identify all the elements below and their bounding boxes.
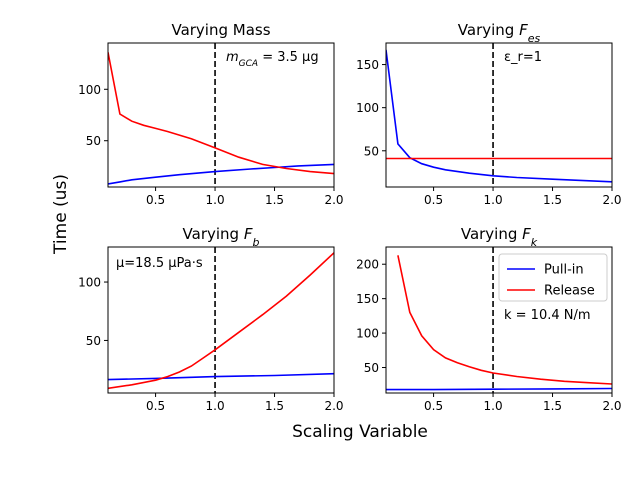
axes-frame	[385, 42, 613, 188]
axes-frame	[107, 42, 335, 188]
series-line-pull-in	[108, 372, 334, 381]
series-line-pull-in	[386, 49, 612, 183]
x-tick-label: 2.0	[324, 193, 343, 207]
legend-label: Pull-in	[544, 263, 584, 278]
x-tick-label: 1.5	[543, 399, 562, 413]
y-tick-label: 50	[364, 144, 379, 158]
subplot-4: Varying Fk 0.5 1.0 1.5 2.0 50 100 150 200 k = 10.…	[356, 225, 621, 413]
x-tick-label: 0.5	[146, 399, 165, 413]
y-axis-label: Time (us)	[51, 174, 71, 255]
subplot-title: Varying Mass	[171, 21, 270, 39]
subplot-annotation: mGCA = 3.5 μg	[226, 50, 319, 69]
plot-area	[108, 247, 334, 393]
x-tick-label: 2.0	[602, 399, 621, 413]
axes-frame	[107, 246, 335, 394]
y-tick-label: 150	[356, 292, 379, 306]
x-tick-label: 0.5	[424, 193, 443, 207]
y-tick-label: 100	[356, 327, 379, 341]
series-line-pull-in	[386, 387, 612, 391]
y-tick-label: 50	[364, 361, 379, 375]
y-tick-label: 50	[86, 334, 101, 348]
x-tick-label: 2.0	[324, 399, 343, 413]
x-tick-label: 1.5	[265, 193, 284, 207]
series-line-release	[108, 52, 334, 175]
subplot-annotation: k = 10.4 N/m	[504, 308, 591, 323]
x-axis-label: Scaling Variable	[292, 422, 428, 442]
y-tick-label: 50	[86, 134, 101, 148]
legend: Pull-in Release	[498, 253, 608, 302]
series-line-release	[397, 255, 612, 385]
x-tick-label: 0.5	[424, 399, 443, 413]
subplot-title: Varying Fb	[183, 225, 260, 249]
plot-area	[386, 247, 612, 393]
subplot-title: Varying Fk	[461, 225, 538, 249]
series-line-release	[108, 252, 334, 390]
legend-label: Release	[544, 284, 595, 299]
axes-frame	[385, 246, 613, 394]
subplot-grid: Varying Mass 0.5 1.0 1.5 2.0 50 100 mGCA = 3.5 …	[78, 21, 621, 413]
subplot-3: Varying Fb 0.5 1.0 1.5 2.0 50 100 μ=18.5 μPa·s	[78, 225, 343, 413]
y-tick-label: 200	[356, 258, 379, 272]
plot-area	[108, 43, 334, 187]
series-line-pull-in	[108, 163, 334, 185]
x-tick-label: 1.0	[206, 399, 225, 413]
x-tick-label: 2.0	[602, 193, 621, 207]
x-tick-label: 1.5	[265, 399, 284, 413]
subplot-1: Varying Mass 0.5 1.0 1.5 2.0 50 100 mGCA = 3.5 …	[78, 21, 343, 207]
x-tick-label: 1.0	[484, 193, 503, 207]
subplot-title: Varying Fes	[458, 21, 541, 45]
x-tick-label: 1.5	[543, 193, 562, 207]
plot-area	[386, 43, 612, 187]
x-tick-label: 1.0	[484, 399, 503, 413]
x-tick-label: 0.5	[146, 193, 165, 207]
y-tick-label: 100	[78, 276, 101, 290]
y-tick-label: 100	[78, 83, 101, 97]
y-tick-label: 150	[356, 58, 379, 72]
subplot-annotation: ε_r=1	[504, 50, 542, 65]
y-tick-label: 100	[356, 101, 379, 115]
subplot-annotation: μ=18.5 μPa·s	[116, 256, 203, 271]
subplot-2: Varying Fes 0.5 1.0 1.5 2.0 50 100 150 ε_r=1	[356, 21, 621, 207]
x-tick-label: 1.0	[206, 193, 225, 207]
